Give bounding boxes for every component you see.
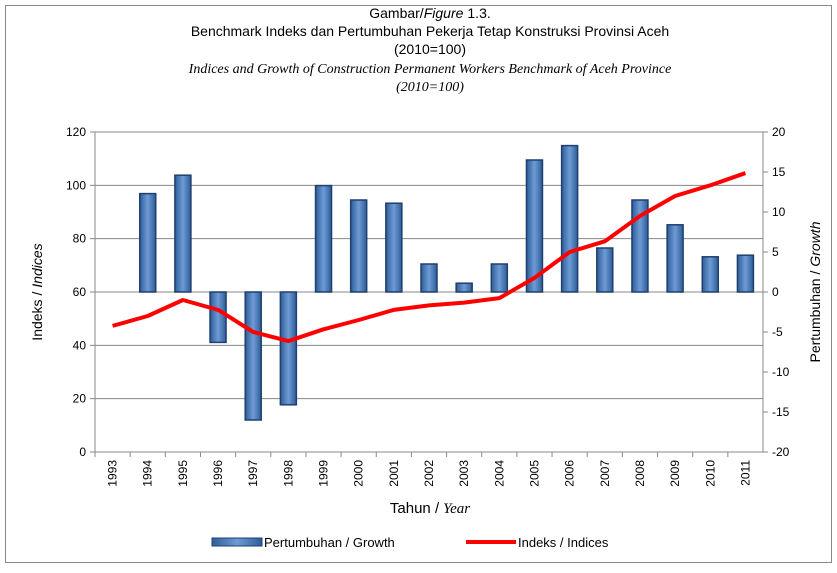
y2-tick-label: -5	[772, 325, 783, 339]
x-tick-label: 2010	[703, 460, 717, 487]
y-tick-label: 80	[73, 232, 87, 246]
y2-tick-label: 10	[772, 205, 786, 219]
bar	[701, 256, 720, 293]
y-tick-label: 60	[73, 285, 87, 299]
x-tick-label: 1993	[106, 460, 120, 487]
y-tick-label: 0	[79, 445, 86, 459]
x-label-italic: Year	[443, 501, 470, 517]
title-prefix: Gambar/	[369, 5, 424, 21]
y2-tick-label: 20	[772, 125, 786, 139]
bar	[349, 199, 368, 293]
x-tick-label: 2003	[457, 460, 471, 487]
bar	[560, 144, 579, 293]
bar	[279, 291, 298, 406]
y-tick-label: 100	[66, 178, 86, 192]
x-tick-label: 2002	[422, 460, 436, 487]
x-tick-label: 2001	[387, 460, 401, 487]
bar	[525, 159, 544, 293]
x-tick-label: 1995	[176, 460, 190, 487]
x-tick-label: 2005	[527, 460, 541, 487]
line	[112, 171, 747, 344]
x-tick-label: 2009	[668, 460, 682, 487]
y-axis-label: Indeks / Indices	[29, 243, 45, 340]
x-axis-label: Tahun / Year	[390, 500, 470, 517]
x-tick-label: 2006	[563, 460, 577, 487]
bar	[314, 184, 333, 293]
x-tick-label: 1997	[246, 460, 260, 487]
x-tick-label: 2008	[633, 460, 647, 487]
title-italic: Figure	[424, 5, 464, 21]
legend-swatch	[211, 537, 263, 547]
x-tick-label: 1998	[281, 460, 295, 487]
y-tick-label: 40	[73, 338, 87, 352]
title-number: 1.3.	[467, 5, 490, 21]
legend-label: Indeks / Indices	[518, 535, 609, 550]
chart-title: Gambar/Figure 1.3.	[369, 5, 491, 21]
bar	[490, 263, 509, 293]
legend-label: Pertumbuhan / Growth	[264, 535, 395, 550]
y2-tick-label: 15	[772, 165, 786, 179]
bar	[666, 224, 684, 293]
y2-tick-label: 0	[772, 285, 779, 299]
chart-subtitle: Indices and Growth of Construction Perma…	[188, 62, 672, 77]
y-label-plain: Indeks /	[29, 292, 45, 341]
y2-label-italic: Growth	[807, 221, 823, 266]
chart-title: (2010=100)	[394, 41, 466, 57]
x-tick-label: 2011	[738, 460, 752, 486]
bar	[174, 174, 192, 293]
x-tick-label: 1994	[141, 460, 155, 487]
x-tick-label: 1996	[211, 460, 225, 487]
y-tick-label: 20	[73, 392, 87, 406]
bar	[209, 291, 227, 344]
bar	[631, 199, 649, 293]
x-tick-label: 2007	[598, 460, 612, 487]
y2-axis-label: Pertumbuhan / Growth	[807, 221, 823, 362]
chart-title: Benchmark Indeks dan Pertumbuhan Pekerja…	[191, 23, 669, 39]
x-tick-label: 2000	[352, 460, 366, 487]
y-label-italic: Indices	[29, 243, 45, 287]
bar	[455, 282, 473, 293]
y2-tick-label: -20	[772, 445, 790, 459]
bar	[244, 291, 262, 421]
y2-tick-label: -15	[772, 405, 790, 419]
x-tick-label: 1999	[317, 460, 331, 487]
bar	[138, 192, 157, 293]
y2-label-plain: Pertumbuhan /	[807, 271, 823, 363]
bar	[596, 247, 614, 293]
bar	[420, 263, 438, 293]
x-tick-label: 2004	[492, 460, 506, 487]
bar	[385, 202, 403, 293]
y2-tick-label: -10	[772, 365, 790, 379]
chart-subtitle: (2010=100)	[396, 80, 464, 95]
bar	[736, 254, 755, 293]
x-label-plain: Tahun /	[390, 500, 440, 517]
y-tick-label: 120	[66, 125, 86, 139]
y2-tick-label: 5	[772, 245, 779, 259]
